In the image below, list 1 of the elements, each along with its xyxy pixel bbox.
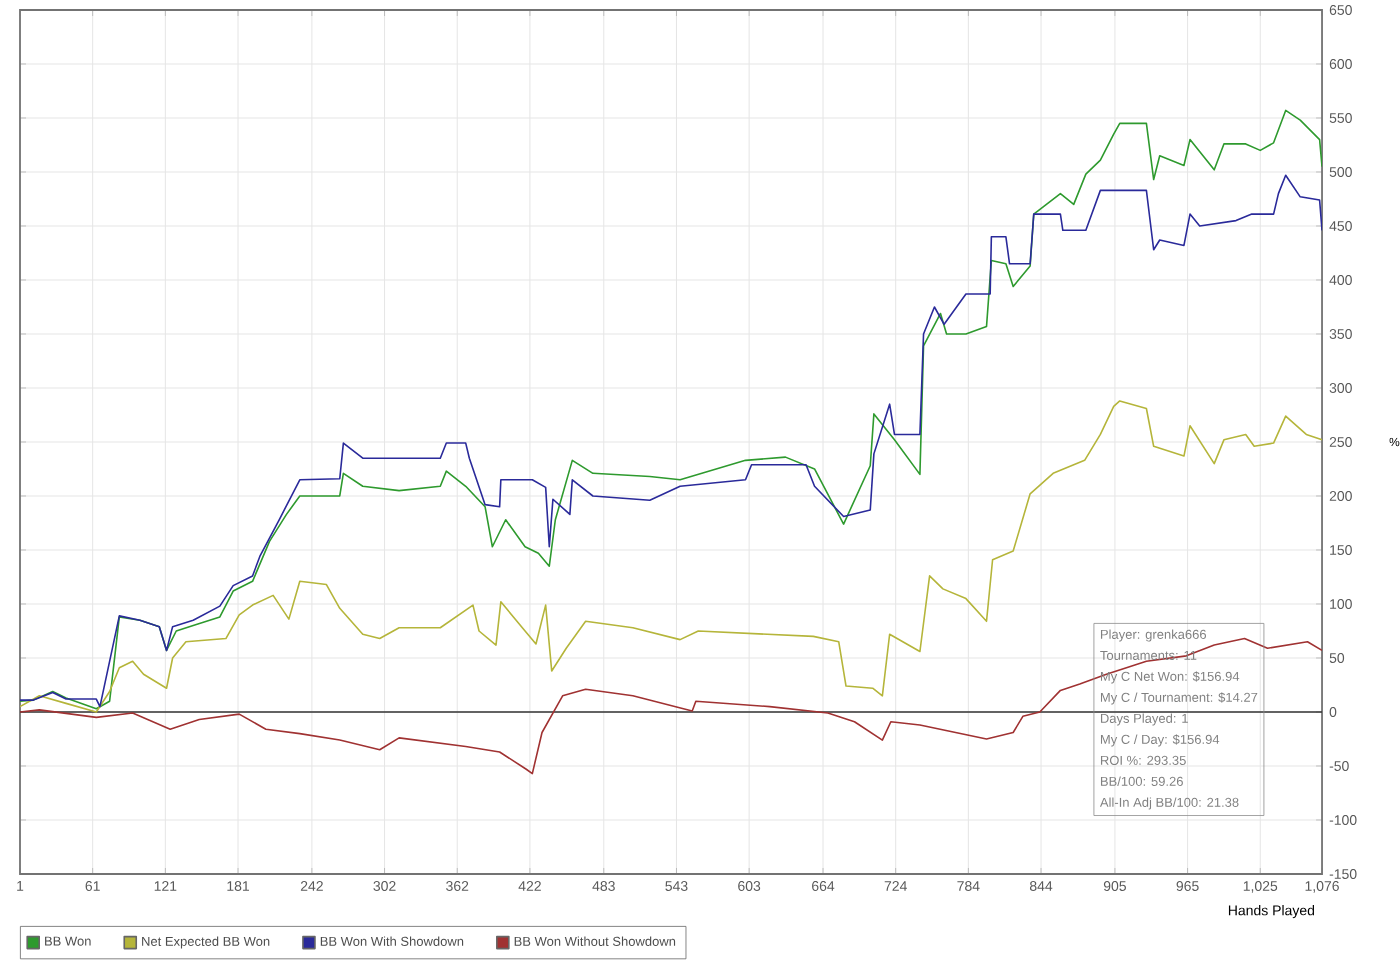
line-series xyxy=(20,400,1323,713)
